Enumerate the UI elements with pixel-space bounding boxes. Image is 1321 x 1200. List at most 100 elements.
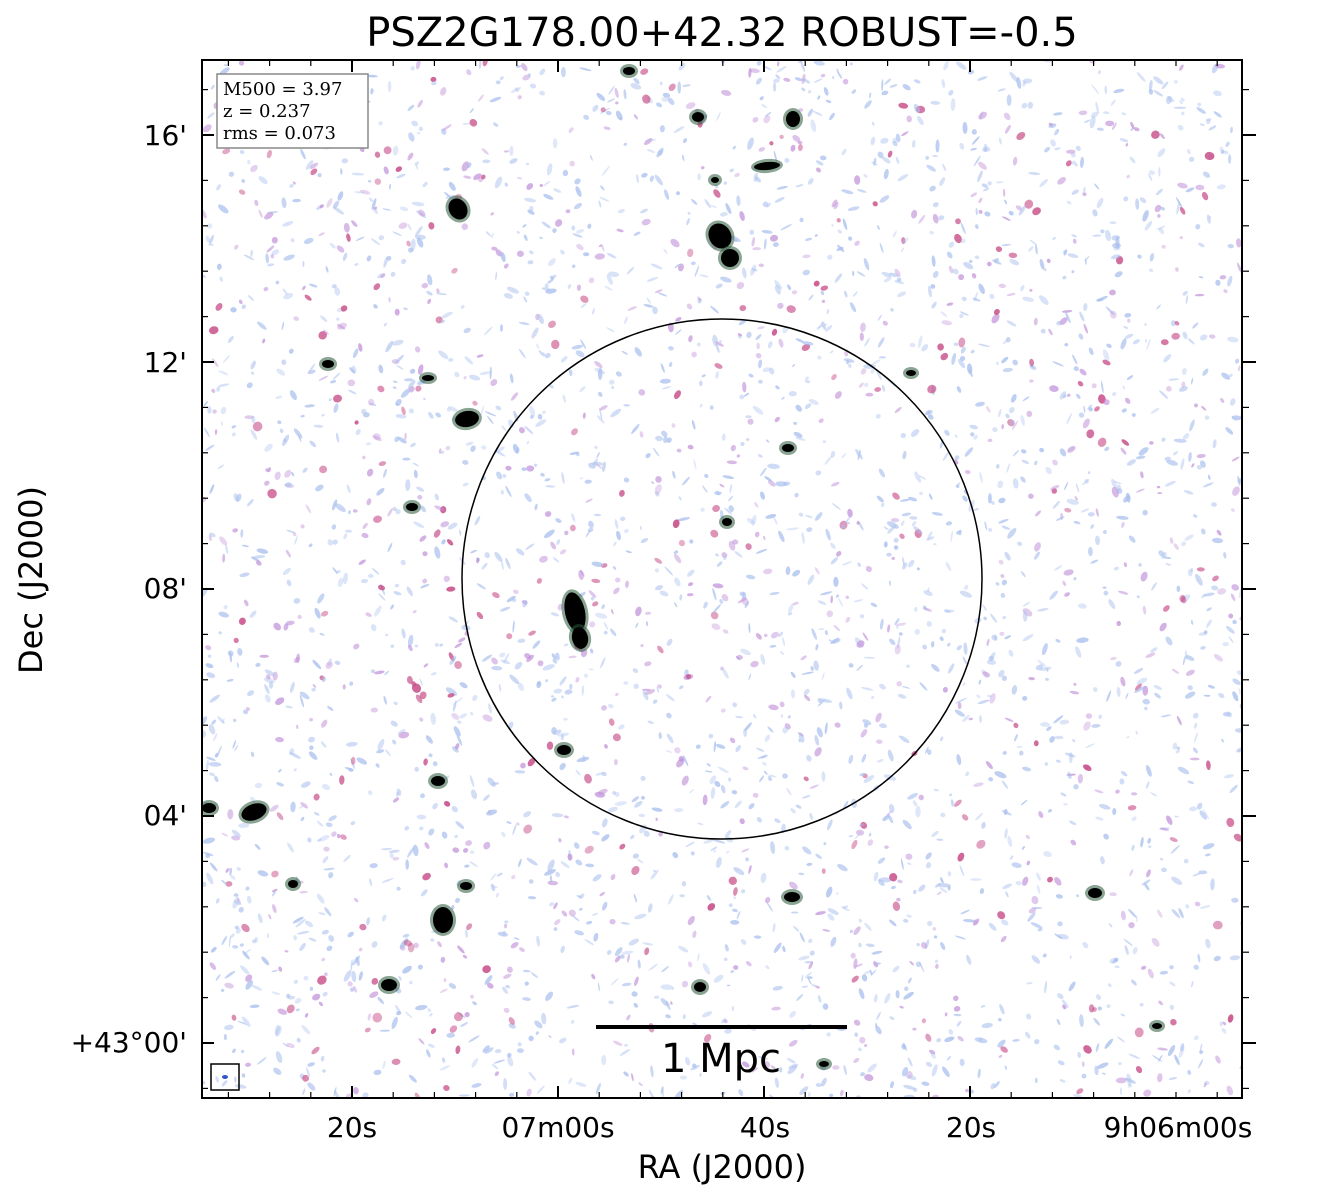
noise-speck — [658, 292, 668, 297]
noise-speck — [478, 60, 482, 70]
noise-speck — [1151, 582, 1157, 591]
noise-speck — [817, 600, 827, 605]
noise-speck — [1205, 118, 1212, 122]
noise-speck — [482, 654, 493, 662]
noise-speck — [666, 712, 672, 719]
noise-speck — [1016, 745, 1023, 749]
noise-speck — [509, 158, 518, 164]
noise-speck — [780, 224, 792, 231]
noise-speck — [852, 291, 858, 297]
noise-speck — [525, 543, 535, 550]
noise-speck — [218, 611, 230, 618]
noise-speck — [1119, 138, 1129, 143]
noise-speck — [571, 1019, 575, 1024]
noise-speck — [773, 942, 782, 954]
noise-speck — [441, 539, 446, 545]
noise-speck — [1158, 1000, 1164, 1006]
noise-speck — [917, 116, 924, 126]
noise-speck — [336, 317, 340, 321]
noise-speck — [254, 843, 261, 850]
noise-speck — [942, 163, 947, 172]
noise-speck — [887, 150, 893, 158]
noise-speck — [285, 620, 295, 626]
noise-speck — [879, 195, 890, 203]
noise-speck — [899, 533, 905, 539]
noise-speck — [880, 137, 889, 144]
noise-speck — [712, 583, 724, 589]
noise-speck — [758, 147, 766, 152]
noise-speck — [419, 691, 427, 700]
noise-speck — [509, 373, 514, 384]
noise-speck — [944, 429, 950, 436]
noise-speck — [915, 805, 921, 818]
noise-speck — [1062, 580, 1067, 587]
noise-speck — [782, 726, 789, 734]
noise-speck — [266, 245, 275, 253]
noise-speck — [752, 117, 759, 123]
noise-speck — [689, 789, 695, 794]
noise-speck — [401, 628, 406, 639]
noise-speck — [447, 522, 458, 530]
noise-speck — [871, 121, 875, 126]
noise-speck — [241, 1073, 246, 1078]
noise-speck — [419, 717, 424, 722]
noise-speck — [971, 129, 977, 135]
noise-speck — [522, 224, 527, 228]
info-box-frame — [216, 73, 369, 149]
noise-speck — [853, 958, 858, 970]
noise-speck — [768, 774, 777, 778]
noise-speck — [982, 671, 991, 678]
noise-speck — [544, 353, 551, 359]
noise-speck — [825, 325, 833, 332]
noise-speck — [620, 922, 630, 925]
noise-speck — [924, 746, 929, 754]
noise-speck — [811, 984, 817, 987]
noise-speck — [344, 529, 353, 533]
noise-speck — [875, 413, 881, 419]
noise-speck — [761, 104, 767, 109]
noise-speck — [230, 933, 235, 939]
noise-speck — [920, 942, 928, 949]
noise-speck — [312, 993, 321, 1001]
noise-speck — [778, 338, 784, 348]
noise-speck — [444, 862, 449, 869]
noise-speck — [318, 232, 325, 237]
noise-speck — [926, 621, 932, 627]
noise-speck — [841, 452, 847, 459]
noise-speck — [417, 964, 423, 970]
noise-speck — [376, 749, 385, 754]
noise-speck — [328, 658, 333, 663]
noise-speck — [528, 1035, 534, 1042]
noise-speck — [731, 908, 738, 913]
noise-speck — [1103, 590, 1109, 596]
noise-speck — [926, 164, 936, 172]
noise-speck — [434, 643, 439, 647]
noise-speck — [239, 943, 244, 947]
noise-speck — [1022, 610, 1028, 622]
noise-speck — [960, 909, 970, 915]
noise-speck — [1124, 333, 1134, 339]
noise-speck — [858, 823, 865, 828]
noise-speck — [351, 172, 365, 176]
noise-speck — [948, 265, 954, 274]
noise-speck — [720, 801, 730, 809]
noise-speck — [524, 197, 537, 203]
noise-speck — [1202, 808, 1210, 820]
noise-speck — [1083, 119, 1091, 124]
noise-speck — [299, 691, 310, 700]
noise-speck — [717, 766, 729, 774]
noise-speck — [713, 740, 717, 753]
noise-speck — [568, 369, 573, 377]
noise-speck — [288, 348, 294, 354]
noise-speck — [939, 177, 946, 187]
noise-speck — [433, 529, 441, 538]
noise-speck — [367, 573, 374, 579]
noise-speck — [274, 1024, 280, 1036]
noise-speck — [823, 842, 827, 846]
noise-speck — [512, 823, 517, 836]
noise-speck — [1087, 471, 1091, 475]
noise-speck — [1081, 1061, 1085, 1067]
noise-speck — [318, 912, 326, 916]
info-mass: M500 = 3.97 — [223, 79, 342, 100]
noise-speck — [440, 451, 445, 454]
